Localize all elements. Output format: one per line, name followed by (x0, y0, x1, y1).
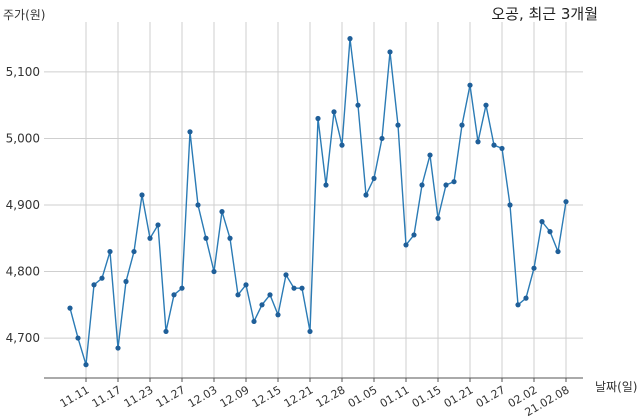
x-tick-label: 12.28 (314, 383, 348, 410)
data-point (131, 248, 137, 255)
data-point (555, 248, 561, 255)
data-point (283, 272, 289, 278)
x-tick-label: 12.03 (186, 383, 220, 410)
data-point (211, 268, 217, 275)
data-point (99, 275, 105, 281)
x-tick-label: 01.21 (442, 383, 476, 410)
data-point (419, 182, 425, 188)
data-point (427, 152, 433, 158)
data-point (451, 179, 457, 185)
data-point (147, 235, 153, 241)
y-tick-label: 4,900 (6, 198, 40, 212)
data-point (91, 282, 97, 288)
data-point (107, 248, 113, 255)
data-point (219, 209, 225, 215)
x-tick-label: 01.15 (410, 383, 444, 410)
data-point (435, 215, 441, 221)
x-tick-label: 11.11 (58, 383, 92, 410)
data-point (235, 292, 241, 298)
data-point (355, 102, 361, 108)
data-point (499, 145, 505, 152)
y-tick-label: 5,100 (6, 65, 40, 79)
data-point (267, 292, 273, 298)
data-point (387, 49, 393, 55)
x-tick-label: 11.27 (154, 383, 188, 410)
data-point (123, 278, 129, 285)
data-point (403, 242, 409, 248)
x-tick-label: 01.11 (378, 383, 412, 410)
x-axis-label: 날짜(일) (595, 380, 638, 394)
data-point (507, 202, 513, 208)
x-tick-label: 11.17 (90, 383, 124, 410)
data-point (459, 122, 465, 128)
data-point (323, 182, 329, 188)
data-point (339, 142, 345, 148)
data-point (547, 229, 553, 235)
data-point (539, 219, 545, 225)
data-point (243, 282, 249, 288)
data-point (195, 202, 201, 208)
data-point (563, 199, 569, 205)
x-tick-label: 01.27 (474, 383, 508, 410)
data-point (179, 285, 185, 291)
data-point (299, 285, 305, 291)
data-point (187, 129, 193, 135)
data-point (75, 335, 81, 341)
data-point (315, 115, 321, 122)
data-point (139, 192, 145, 198)
x-tick-label: 12.21 (282, 383, 316, 410)
data-point (371, 175, 377, 181)
data-point (347, 36, 353, 42)
y-tick-label: 4,700 (6, 331, 40, 345)
data-point (379, 135, 385, 142)
data-point (155, 222, 161, 228)
data-point (171, 292, 177, 298)
data-point (331, 109, 337, 115)
data-point (83, 362, 89, 368)
data-point (475, 139, 481, 145)
data-point (227, 235, 233, 241)
data-point (291, 285, 297, 291)
data-point (395, 122, 401, 128)
data-point (411, 232, 417, 238)
data-point (307, 328, 313, 335)
data-point (443, 182, 449, 188)
y-tick-label: 5,000 (6, 131, 40, 145)
data-point (483, 102, 489, 108)
data-point (163, 328, 169, 335)
data-point (531, 265, 537, 271)
y-tick-label: 4,800 (6, 265, 40, 279)
data-point (259, 302, 265, 308)
x-tick-label: 11.23 (122, 383, 156, 410)
data-point (467, 82, 473, 88)
data-point (275, 312, 281, 318)
x-tick-label: 12.15 (250, 383, 284, 410)
data-point (67, 305, 73, 311)
data-point (251, 318, 257, 325)
data-point (515, 302, 521, 308)
y-axis-label: 주가(원) (3, 8, 46, 22)
x-tick-label: 12.09 (218, 383, 252, 410)
data-point (491, 142, 497, 148)
data-point (203, 235, 209, 241)
price-line (69, 38, 567, 365)
x-tick-label: 01.05 (346, 383, 380, 410)
data-point (523, 295, 529, 301)
data-point (363, 192, 369, 198)
data-point (115, 345, 121, 351)
chart-title: 오공, 최근 3개월 (491, 5, 598, 23)
